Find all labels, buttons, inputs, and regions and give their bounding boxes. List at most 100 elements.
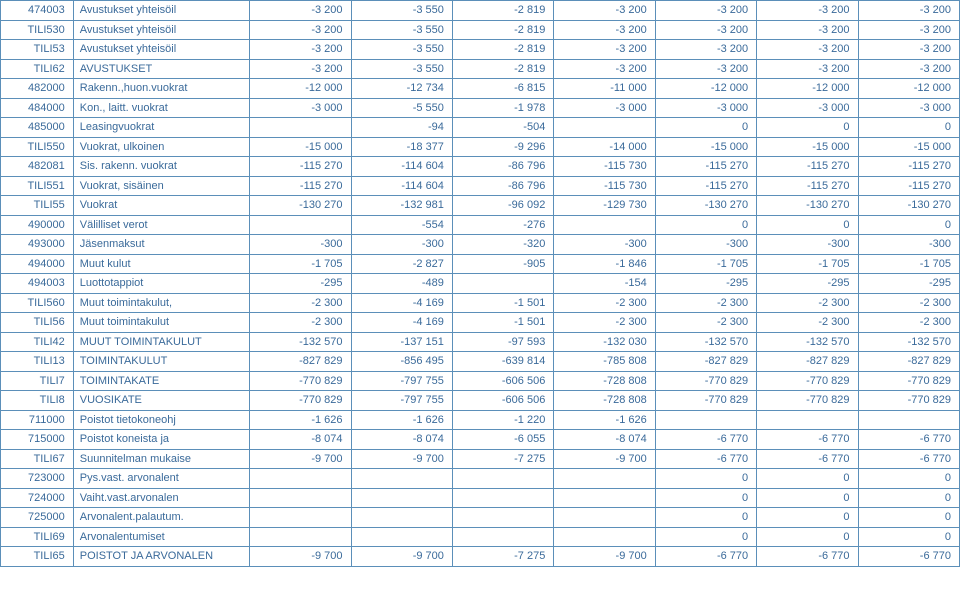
cell-v3: -300 <box>554 235 655 255</box>
cell-v3: -728 808 <box>554 371 655 391</box>
cell-v0 <box>250 508 351 528</box>
cell-v5: 0 <box>757 527 858 547</box>
cell-v3: -8 074 <box>554 430 655 450</box>
table-row: 482000Rakenn.,huon.vuokrat-12 000-12 734… <box>1 79 960 99</box>
cell-label: Vuokrat, sisäinen <box>73 176 249 196</box>
cell-label: Vuokrat, ulkoinen <box>73 137 249 157</box>
cell-v2: -7 275 <box>452 547 553 567</box>
cell-v2: -1 220 <box>452 410 553 430</box>
cell-v5: -300 <box>757 235 858 255</box>
cell-v6: -132 570 <box>858 332 959 352</box>
cell-v4: -300 <box>655 235 756 255</box>
cell-v0 <box>250 118 351 138</box>
cell-v0 <box>250 469 351 489</box>
cell-label: Välilliset verot <box>73 215 249 235</box>
cell-v3: -2 300 <box>554 313 655 333</box>
cell-v2: -320 <box>452 235 553 255</box>
cell-v2: -2 819 <box>452 59 553 79</box>
cell-code: 484000 <box>1 98 74 118</box>
cell-v3: -132 030 <box>554 332 655 352</box>
cell-v1: -114 604 <box>351 176 452 196</box>
cell-v6: -2 300 <box>858 313 959 333</box>
cell-v0: -3 200 <box>250 20 351 40</box>
cell-v2: -905 <box>452 254 553 274</box>
cell-v2: -86 796 <box>452 157 553 177</box>
cell-v0: -9 700 <box>250 547 351 567</box>
cell-v1: -137 151 <box>351 332 452 352</box>
cell-v0: -295 <box>250 274 351 294</box>
cell-v6: 0 <box>858 469 959 489</box>
cell-v6: 0 <box>858 215 959 235</box>
cell-label: Poistot koneista ja <box>73 430 249 450</box>
cell-code: TILI13 <box>1 352 74 372</box>
cell-v4: -132 570 <box>655 332 756 352</box>
cell-code: TILI53 <box>1 40 74 60</box>
cell-label: TOIMINTAKULUT <box>73 352 249 372</box>
cell-v6: -3 200 <box>858 1 959 21</box>
financial-table: 474003Avustukset yhteisöil-3 200-3 550-2… <box>0 0 960 567</box>
cell-v6: 0 <box>858 508 959 528</box>
table-row: TILI42MUUT TOIMINTAKULUT -132 570 -137 151… <box>1 332 960 352</box>
cell-v4: -12 000 <box>655 79 756 99</box>
cell-label: POISTOT JA ARVONALEN <box>73 547 249 567</box>
cell-v1: -554 <box>351 215 452 235</box>
table-row: 490000Välilliset verot-554-276000 <box>1 215 960 235</box>
cell-v5: -2 300 <box>757 313 858 333</box>
cell-label: Pys.vast. arvonalent <box>73 469 249 489</box>
cell-v0: -8 074 <box>250 430 351 450</box>
cell-v5: -6 770 <box>757 449 858 469</box>
cell-v4: -3 200 <box>655 1 756 21</box>
cell-v2: -96 092 <box>452 196 553 216</box>
table-body: 474003Avustukset yhteisöil-3 200-3 550-2… <box>1 1 960 567</box>
cell-v4: 0 <box>655 508 756 528</box>
cell-code: TILI67 <box>1 449 74 469</box>
cell-v0: -3 200 <box>250 59 351 79</box>
cell-label: Muut toimintakulut, <box>73 293 249 313</box>
cell-v4: 0 <box>655 118 756 138</box>
cell-v5: -3 000 <box>757 98 858 118</box>
cell-v2 <box>452 488 553 508</box>
cell-v5: -2 300 <box>757 293 858 313</box>
table-row: TILI551Vuokrat, sisäinen-115 270-114 604… <box>1 176 960 196</box>
cell-v1: -1 626 <box>351 410 452 430</box>
cell-v3: -3 200 <box>554 1 655 21</box>
cell-v1: -489 <box>351 274 452 294</box>
cell-v2 <box>452 469 553 489</box>
cell-v0: -115 270 <box>250 176 351 196</box>
cell-v3: -11 000 <box>554 79 655 99</box>
cell-v5: -6 770 <box>757 430 858 450</box>
cell-label: MUUT TOIMINTAKULUT <box>73 332 249 352</box>
cell-label: Rakenn.,huon.vuokrat <box>73 79 249 99</box>
cell-v6: -770 829 <box>858 391 959 411</box>
cell-v0: -12 000 <box>250 79 351 99</box>
table-row: TILI13TOIMINTAKULUT-827 829-856 495-639 … <box>1 352 960 372</box>
cell-v5: 0 <box>757 118 858 138</box>
cell-code: TILI42 <box>1 332 74 352</box>
cell-v6: -295 <box>858 274 959 294</box>
cell-code: TILI7 <box>1 371 74 391</box>
cell-label: Luottotappiot <box>73 274 249 294</box>
cell-v0 <box>250 527 351 547</box>
cell-label: Arvonalent.palautum. <box>73 508 249 528</box>
cell-label: Sis. rakenn. vuokrat <box>73 157 249 177</box>
cell-v2: -6 815 <box>452 79 553 99</box>
cell-label: Poistot tietokoneohj <box>73 410 249 430</box>
cell-v2: -2 819 <box>452 1 553 21</box>
cell-v3 <box>554 488 655 508</box>
cell-code: 493000 <box>1 235 74 255</box>
cell-v4: -3 200 <box>655 20 756 40</box>
cell-v5: -12 000 <box>757 79 858 99</box>
cell-v6: -300 <box>858 235 959 255</box>
table-row: 485000Leasingvuokrat-94-504000 <box>1 118 960 138</box>
cell-v5: -3 200 <box>757 59 858 79</box>
cell-v3: -9 700 <box>554 449 655 469</box>
cell-v0: -3 200 <box>250 40 351 60</box>
cell-v5: -770 829 <box>757 391 858 411</box>
cell-v2: -7 275 <box>452 449 553 469</box>
cell-v2: -1 978 <box>452 98 553 118</box>
cell-v3 <box>554 118 655 138</box>
cell-label: VUOSIKATE <box>73 391 249 411</box>
cell-v1: -797 755 <box>351 371 452 391</box>
cell-v6: -770 829 <box>858 371 959 391</box>
cell-v5: -3 200 <box>757 20 858 40</box>
